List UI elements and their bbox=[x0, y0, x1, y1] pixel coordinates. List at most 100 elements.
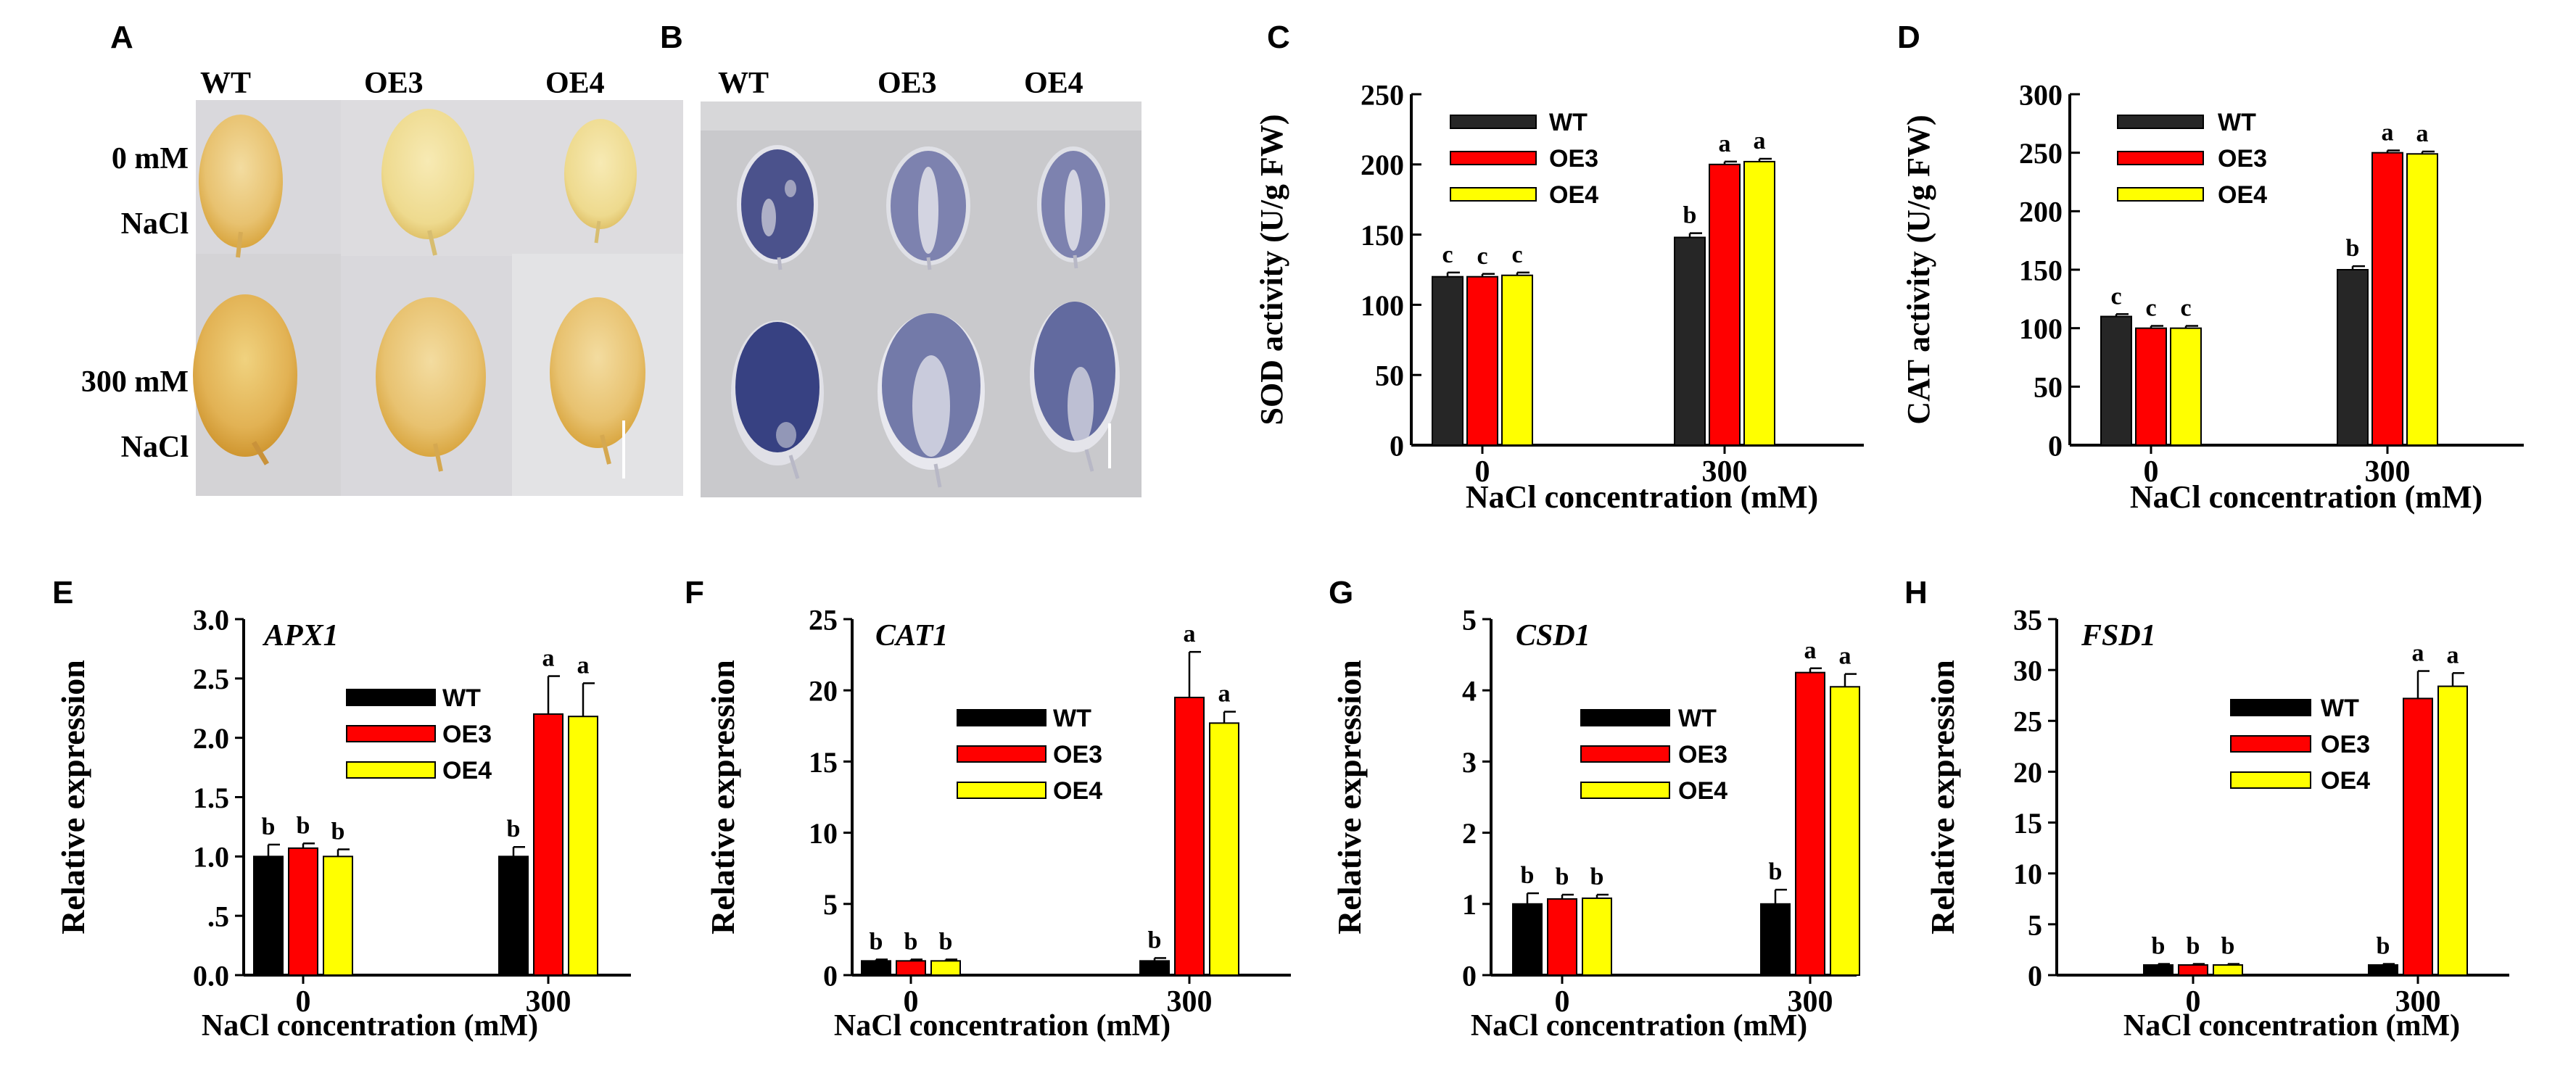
significance-letter: b bbox=[2187, 933, 2200, 960]
y-tick-label: 15 bbox=[809, 746, 838, 779]
scale-bar-b bbox=[1108, 423, 1111, 468]
x-tick-label: 0 bbox=[296, 985, 311, 1019]
x-axis-label: NaCl concentration (mM) bbox=[834, 1009, 1171, 1043]
bar-oe4-300 bbox=[1209, 722, 1239, 976]
panel-a: A bbox=[81, 20, 683, 496]
significance-letter: b bbox=[904, 928, 918, 955]
legend-label-oe4: OE4 bbox=[442, 757, 492, 784]
bar-oe3-0 bbox=[1547, 898, 1577, 977]
y-tick-label: 0 bbox=[1462, 959, 1477, 992]
x-tick-label: 0 bbox=[2186, 985, 2201, 1019]
significance-letter: b bbox=[1769, 858, 1783, 885]
row-label-0mm: 0 mM bbox=[112, 142, 189, 175]
x-tick-label: 0 bbox=[1555, 985, 1570, 1019]
legend-swatch-oe4 bbox=[957, 782, 1046, 799]
bar-oe3-300 bbox=[1709, 163, 1741, 447]
bar-wt-300 bbox=[1139, 960, 1170, 976]
y-tick-label: 0 bbox=[1390, 429, 1404, 462]
legend: WT OE3 OE4 bbox=[957, 705, 1102, 805]
y-axis-label: SOD activity (U/g FW) bbox=[1254, 115, 1289, 426]
legend-swatch-oe3 bbox=[1580, 745, 1670, 763]
y-tick-label: 15 bbox=[2013, 807, 2042, 840]
bar-oe4-300 bbox=[2406, 153, 2438, 446]
significance-letter: b bbox=[2221, 933, 2235, 960]
x-axis-label: NaCl concentration (mM) bbox=[2130, 479, 2482, 515]
significance-letter: c bbox=[2145, 294, 2156, 321]
bar-wt-0 bbox=[1432, 276, 1464, 446]
bar-wt-300 bbox=[1760, 903, 1791, 977]
legend: WT OE3 OE4 bbox=[1450, 109, 1598, 209]
y-tick-label: 200 bbox=[1361, 149, 1404, 181]
col-label-b-oe3: OE3 bbox=[878, 67, 937, 100]
col-label-a-oe3: OE3 bbox=[364, 67, 424, 100]
significance-letter: c bbox=[1511, 241, 1522, 268]
bar-wt-0 bbox=[1512, 903, 1543, 977]
legend-swatch-oe3 bbox=[2117, 151, 2204, 165]
bar-oe3-300 bbox=[2403, 697, 2433, 976]
bar-oe4-0 bbox=[323, 856, 353, 977]
y-tick-label: 150 bbox=[1361, 219, 1404, 252]
gene-name: APX1 bbox=[262, 619, 339, 652]
bar-wt-0 bbox=[861, 960, 891, 976]
bar-oe3-0 bbox=[288, 847, 318, 977]
panel-label-d: D bbox=[1897, 20, 1920, 55]
significance-letter: b bbox=[262, 813, 276, 840]
legend-swatch-wt bbox=[346, 689, 436, 706]
y-tick-label: 0 bbox=[2048, 429, 2063, 462]
col-label-b-wt: WT bbox=[718, 67, 769, 100]
significance-letter: b bbox=[1521, 862, 1535, 889]
legend-swatch-wt bbox=[2230, 699, 2311, 716]
legend-label-wt: WT bbox=[1549, 109, 1588, 136]
x-tick-label: 300 bbox=[1702, 455, 1748, 489]
bar-wt-300 bbox=[2337, 269, 2369, 446]
col-label-a-oe4: OE4 bbox=[545, 67, 605, 100]
row-label-0mm-nacl: NaCl bbox=[121, 207, 189, 241]
scale-bar-a bbox=[622, 420, 625, 478]
significance-letter: a bbox=[1218, 681, 1231, 708]
bar-oe3-300 bbox=[1174, 697, 1205, 977]
bar-oe4-0 bbox=[1582, 897, 1612, 976]
legend: WT OE3 OE4 bbox=[346, 684, 492, 784]
stained-leaf-oe3-300mm bbox=[878, 313, 985, 488]
y-tick-label: 0.0 bbox=[193, 959, 229, 992]
legend-swatch-oe4 bbox=[1450, 187, 1537, 202]
legend-label-oe3: OE3 bbox=[1678, 741, 1727, 768]
significance-letter: a bbox=[542, 645, 555, 672]
y-tick-label: 250 bbox=[1361, 78, 1404, 111]
y-tick-label: 1.0 bbox=[193, 841, 229, 874]
y-tick-label: 4 bbox=[1462, 675, 1477, 708]
bar-oe4-0 bbox=[1501, 274, 1533, 446]
legend-label-oe4: OE4 bbox=[1678, 777, 1727, 805]
x-tick-label: 300 bbox=[1167, 985, 1213, 1019]
y-tick-label: 2.0 bbox=[193, 722, 229, 755]
panel-b-photo bbox=[701, 102, 1142, 497]
x-tick-label: 300 bbox=[2395, 985, 2441, 1019]
y-tick-label: 10 bbox=[809, 817, 838, 850]
bar-oe4-300 bbox=[568, 716, 598, 976]
legend-label-oe4: OE4 bbox=[2321, 767, 2370, 795]
significance-letter: a bbox=[1804, 637, 1817, 664]
y-tick-label: 2.5 bbox=[193, 663, 229, 695]
x-tick-label: 300 bbox=[1788, 985, 1833, 1019]
panel-label-a: A bbox=[110, 20, 133, 55]
x-tick-label: 300 bbox=[526, 985, 571, 1019]
legend-label-oe3: OE3 bbox=[442, 721, 492, 748]
x-axis-label: NaCl concentration (mM) bbox=[1466, 479, 1818, 515]
panel-label-f: F bbox=[685, 575, 704, 610]
y-tick-label: .5 bbox=[207, 900, 229, 933]
panel-a-photo bbox=[193, 100, 683, 496]
significance-letter: a bbox=[1754, 128, 1766, 154]
legend-label-oe4: OE4 bbox=[1053, 777, 1102, 805]
y-tick-label: 20 bbox=[809, 675, 838, 708]
y-tick-label: 250 bbox=[2019, 137, 2063, 170]
y-tick-label: 5 bbox=[2028, 908, 2042, 941]
legend-swatch-oe3 bbox=[957, 745, 1046, 763]
y-tick-label: 1.5 bbox=[193, 782, 229, 814]
legend-swatch-wt bbox=[2117, 115, 2204, 129]
x-tick-label: 300 bbox=[2365, 455, 2411, 489]
bar-wt-300 bbox=[2368, 964, 2398, 977]
y-axis-label: Relative expression bbox=[704, 660, 741, 935]
bar-wt-300 bbox=[498, 856, 529, 977]
leaf-oe4-300mm bbox=[550, 297, 645, 465]
